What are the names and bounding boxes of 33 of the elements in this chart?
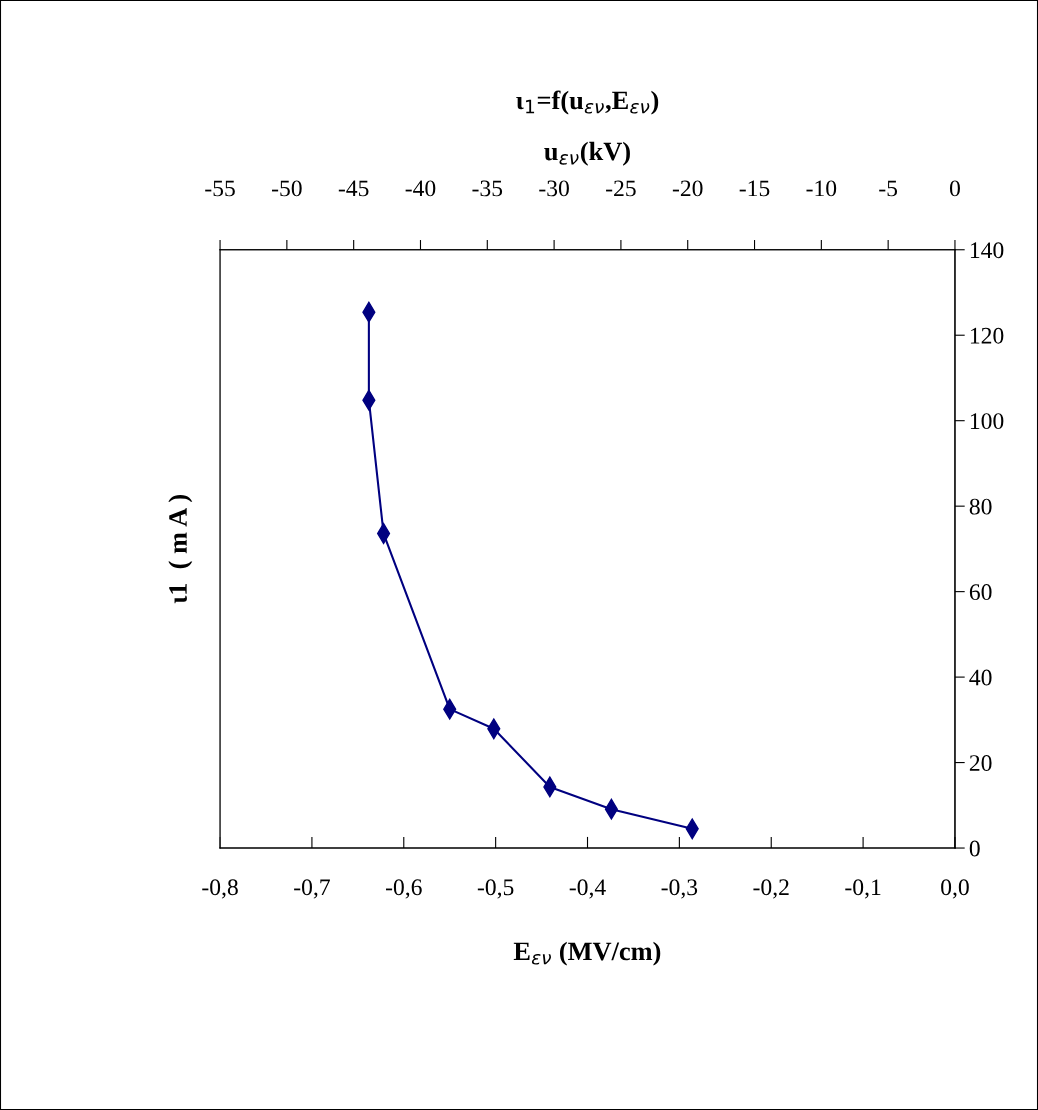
x2-tick-label: -50: [272, 180, 302, 197]
x2-tick-label: -25: [606, 180, 636, 197]
x2-tick-label: -40: [405, 180, 436, 197]
x2-tick-label: -55: [205, 180, 235, 197]
x-tick-label: -0,4: [569, 879, 606, 899]
x2-tick-label: -45: [338, 180, 369, 197]
x-tick-label: -0,6: [385, 879, 422, 899]
x2-axis-title: u$_{εν}$(kV): [544, 141, 630, 166]
x-tick-label: -0,8: [202, 879, 238, 899]
x-tick-label: -0,1: [845, 879, 881, 899]
y-tick-label: 120: [970, 327, 1004, 344]
x-tick-label: -0,5: [477, 879, 514, 899]
y-tick-label: 40: [969, 669, 992, 686]
x-tick-label: -0,3: [661, 879, 698, 899]
x2-tick-label: -10: [806, 180, 837, 197]
x-tick-label: 0,0: [941, 879, 969, 899]
y-tick-label: 100: [970, 413, 1004, 430]
x2-tick-label: -20: [672, 180, 703, 197]
y-tick-label: 80: [969, 498, 992, 515]
x2-tick-label: -35: [472, 180, 503, 197]
y-axis-title: ι1 ( m A ): [168, 495, 193, 604]
x2-tick-label: -5: [879, 180, 898, 197]
y-tick-label: 60: [969, 584, 992, 601]
chart-title: ι$_{1}$=f(u$_{εν}$,E$_{εν}$): [516, 90, 659, 115]
x2-tick-label: 0: [949, 180, 960, 197]
x2-tick-label: -15: [739, 180, 770, 197]
x-tick-label: -0,2: [753, 879, 789, 899]
x-tick-label: -0,7: [294, 879, 330, 899]
y-tick-label: 0: [969, 840, 980, 857]
x-axis-title: E$_{εν}$ (MV/cm): [513, 941, 661, 966]
y-tick-label: 140: [970, 242, 1004, 259]
x2-tick-label: -30: [539, 180, 569, 197]
y-tick-label: 20: [969, 755, 992, 771]
